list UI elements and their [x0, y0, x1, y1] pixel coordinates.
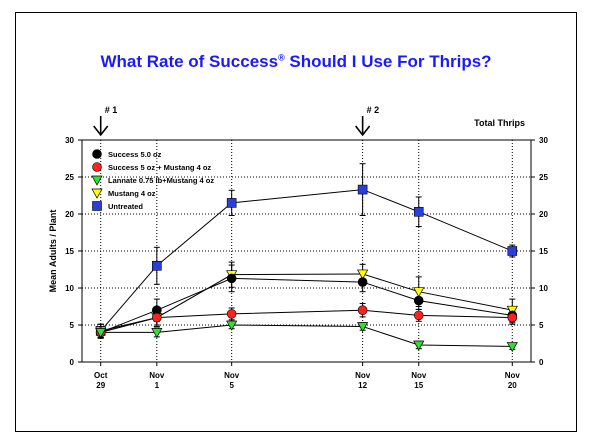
legend-marker — [91, 175, 103, 186]
x-tick-label-month: Nov — [149, 371, 165, 380]
x-tick-label-day: 20 — [508, 381, 517, 390]
y-tick-label-right: 5 — [539, 321, 544, 330]
data-point — [152, 312, 162, 323]
annotation-label: # 1 — [105, 105, 118, 115]
x-tick-label-month: Nov — [355, 371, 371, 380]
data-point — [413, 340, 425, 351]
y-tick-label-right: 25 — [539, 173, 548, 182]
data-point — [226, 309, 237, 319]
series-line — [100, 324, 513, 347]
legend-marker — [92, 201, 102, 211]
data-point — [413, 206, 424, 217]
y-tick-label-left: 5 — [70, 321, 75, 330]
data-point — [357, 305, 368, 316]
series-line — [100, 309, 513, 333]
title-main-text: What Rate of Success — [100, 52, 279, 71]
legend-label: Success 5.0 oz — [108, 150, 162, 159]
series-line — [100, 277, 513, 333]
y-tick-label-right: 30 — [539, 136, 548, 145]
y-tick-label-left: 30 — [65, 136, 74, 145]
data-point — [507, 246, 518, 256]
data-point — [226, 273, 237, 284]
x-tick-label-day: 12 — [358, 381, 367, 390]
data-point — [95, 328, 107, 339]
legend-marker — [91, 188, 103, 199]
x-tick-label-day: 15 — [414, 381, 423, 390]
x-tick-label-month: Nov — [505, 371, 521, 380]
x-tick-label-day: 1 — [155, 381, 160, 390]
data-point — [151, 328, 163, 339]
title-rest-text: Should I Use For Thrips? — [284, 52, 492, 71]
y-tick-label-left: 15 — [65, 247, 74, 256]
annotation-arrow-head — [93, 125, 109, 137]
data-point — [357, 184, 368, 195]
annotation-arrow-head — [354, 125, 371, 137]
data-point — [226, 198, 237, 208]
data-point — [357, 269, 369, 280]
series-line — [100, 273, 513, 332]
series-line — [100, 189, 513, 332]
x-tick-label-day: 29 — [96, 381, 105, 390]
data-point — [357, 277, 368, 287]
data-point — [413, 295, 424, 306]
y-tick-label-right: 15 — [539, 247, 548, 256]
legend-label: Mustang 4 oz — [108, 189, 156, 198]
legend-label: Lannate 0.75 lb+Mustang 4 oz — [108, 176, 214, 185]
data-point — [413, 310, 424, 321]
legend-label: Untreated — [108, 202, 143, 211]
y-axis-title: Mean Adults / Plant — [48, 210, 58, 293]
data-point — [506, 342, 518, 353]
annotation-label: # 2 — [367, 105, 380, 115]
data-point — [357, 322, 369, 333]
y-tick-label-left: 10 — [65, 284, 74, 293]
y-tick-label-left: 20 — [65, 210, 74, 219]
y-tick-label-left: 25 — [65, 173, 74, 182]
x-tick-label-day: 5 — [229, 381, 234, 390]
legend-marker — [92, 149, 102, 159]
y-tick-label-right: 20 — [539, 210, 548, 219]
chart-title: Total Thrips — [474, 118, 525, 128]
legend-marker — [92, 162, 102, 172]
data-point — [226, 320, 238, 331]
data-point — [413, 287, 425, 298]
page-title: What Rate of Success® Should I Use For T… — [0, 52, 592, 72]
y-tick-label-right: 10 — [539, 284, 548, 293]
x-tick-label-month: Nov — [224, 371, 240, 380]
y-tick-label-left: 0 — [70, 358, 75, 367]
x-tick-label-month: Oct — [94, 371, 108, 380]
y-tick-label-right: 0 — [539, 358, 544, 367]
data-point — [152, 260, 162, 271]
legend-label: Success 5 oz + Mustang 4 oz — [108, 163, 211, 172]
title-registered-mark: ® — [278, 52, 285, 63]
data-point — [507, 312, 518, 323]
x-tick-label-month: Nov — [411, 371, 427, 380]
